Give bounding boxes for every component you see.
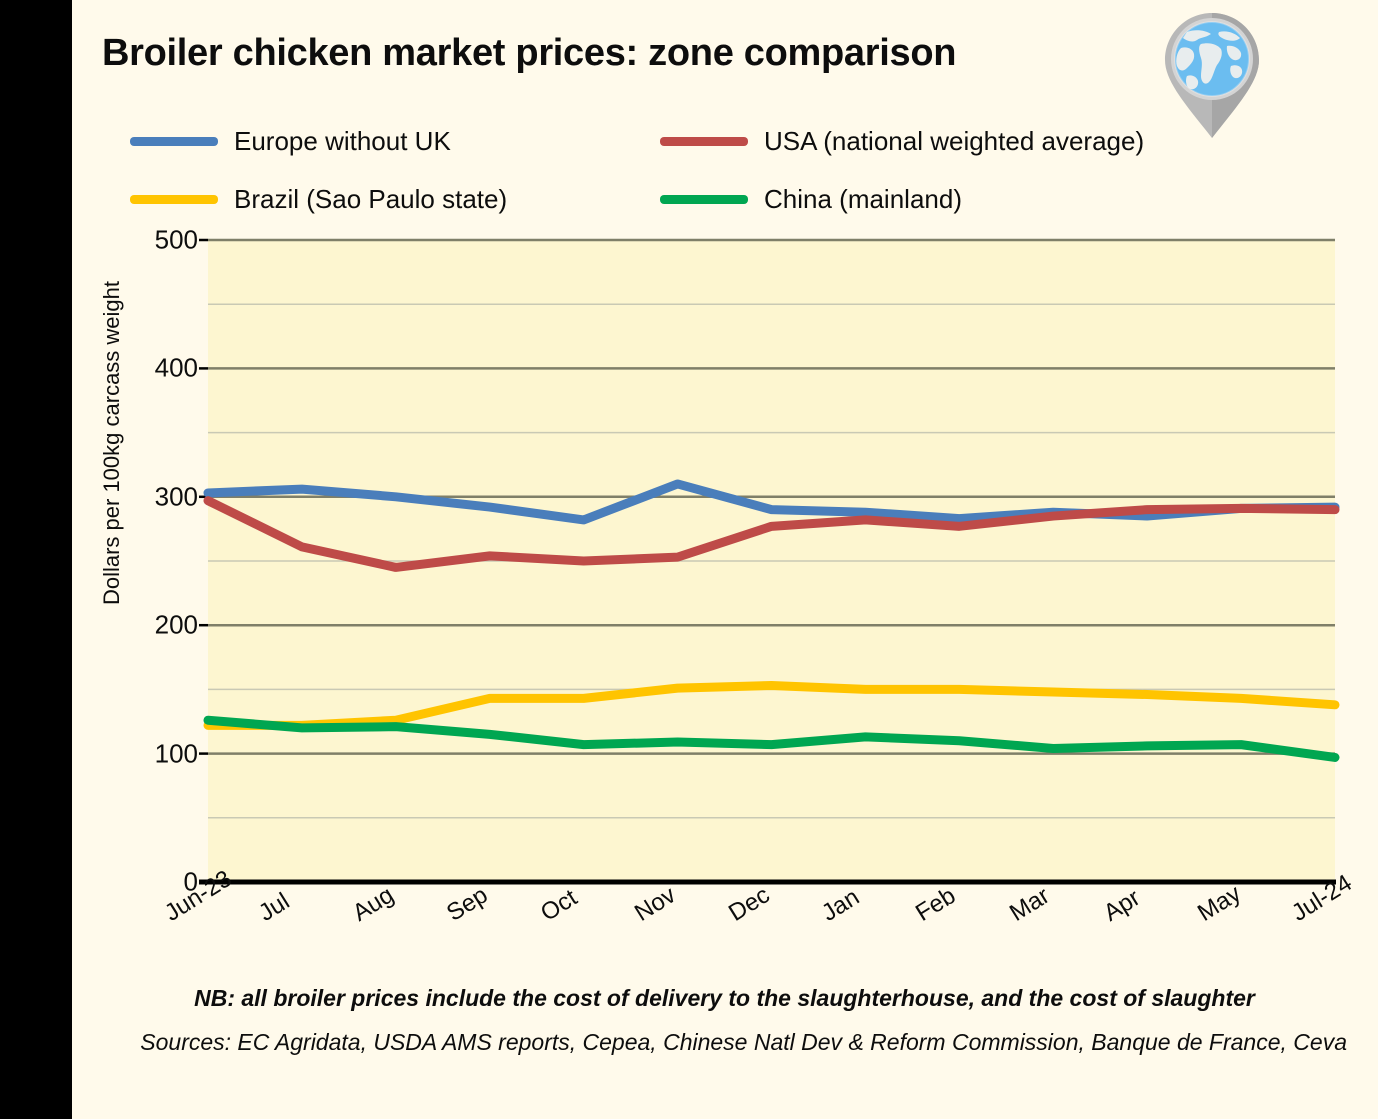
series-line-china	[203, 715, 1340, 762]
legend-item-usa[interactable]: USA (national weighted average)	[660, 126, 1180, 157]
y-tick-label: 0	[183, 866, 198, 897]
y-tick-label: 500	[154, 224, 198, 255]
chart-footnote: NB: all broiler prices include the cost …	[194, 985, 1255, 1011]
legend-item-europe[interactable]: Europe without UK	[130, 126, 660, 157]
series-line-usa	[203, 496, 1340, 572]
legend-item-brazil[interactable]: Brazil (Sao Paulo state)	[130, 184, 660, 215]
y-tick-label: 100	[154, 738, 198, 769]
series-line-brazil	[203, 681, 1340, 730]
page-title: Broiler chicken market prices: zone comp…	[102, 32, 957, 74]
y-tick-label: 400	[154, 352, 198, 383]
legend-swatch-europe	[130, 136, 218, 146]
legend-label-brazil: Brazil (Sao Paulo state)	[234, 183, 508, 214]
legend-swatch-china	[660, 194, 748, 204]
legend-swatch-brazil	[130, 194, 218, 204]
chart-plot-area: Dollars per 100kg carcass weight 0 100 200…	[72, 0, 1378, 1119]
legend-label-europe: Europe without UK	[234, 125, 451, 156]
legend-item-china[interactable]: China (mainland)	[660, 184, 1180, 215]
y-axis-ticks: 0 100 200 300 400 500	[108, 0, 198, 1119]
legend-swatch-usa	[660, 136, 748, 146]
y-tick-label: 200	[154, 609, 198, 640]
legend-row-1: Europe without UK USA (national weighted…	[130, 112, 1190, 170]
globe-map-pin-icon	[1165, 13, 1259, 138]
legend-row-2: Brazil (Sao Paulo state) China (mainland…	[130, 170, 1190, 228]
chart-card: Broiler chicken market prices: zone comp…	[72, 0, 1378, 1119]
chart-sources: Sources: EC Agridata, USDA AMS reports, …	[140, 1029, 1347, 1055]
legend-label-china: China (mainland)	[764, 183, 962, 214]
chart-canvas	[199, 238, 1340, 885]
series-line-europe	[203, 479, 1340, 525]
chart-legend: Europe without UK USA (national weighted…	[130, 112, 1190, 228]
y-tick-label: 300	[154, 481, 198, 512]
legend-label-usa: USA (national weighted average)	[764, 125, 1145, 156]
